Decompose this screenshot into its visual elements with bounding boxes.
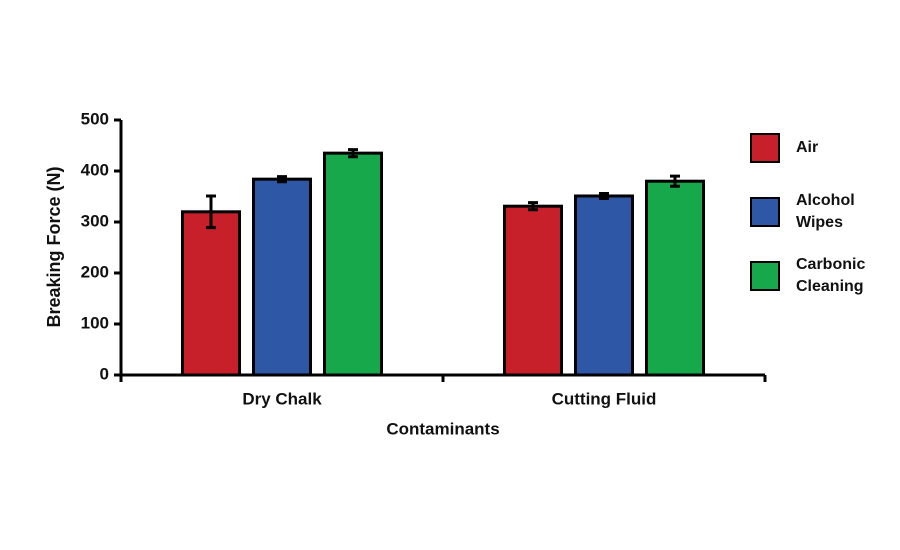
legend-label: Air: [796, 139, 819, 156]
y-tick-label: 500: [81, 109, 109, 128]
error-bar: [206, 194, 216, 230]
y-tick-label: 100: [81, 313, 109, 332]
y-tick-label: 0: [100, 364, 109, 383]
legend-item: Alcohol Wipes: [750, 192, 890, 232]
x-axis-title: Contaminants: [386, 419, 499, 438]
error-bar: [277, 175, 287, 184]
y-axis-title: Breaking Force (N): [44, 166, 64, 327]
legend-item: Air: [750, 128, 890, 168]
legend: Air Alcohol Wipes Carbonic Cleaning: [750, 128, 890, 320]
y-tick-label: 400: [81, 160, 109, 179]
x-tick-label: Cutting Fluid: [552, 389, 657, 408]
legend-swatch: [750, 133, 780, 163]
bar: [252, 177, 312, 377]
error-bar: [599, 191, 609, 201]
error-bar: [670, 174, 680, 188]
error-bar: [528, 201, 538, 212]
legend-swatch: [750, 197, 780, 227]
bar: [574, 194, 634, 377]
legend-swatch: [750, 261, 780, 291]
legend-item: Carbonic Cleaning: [750, 256, 890, 296]
y-tick-label: 200: [81, 262, 109, 281]
error-bar: [348, 148, 358, 159]
bar: [181, 210, 241, 377]
bar: [645, 179, 705, 377]
y-tick-label: 300: [81, 211, 109, 230]
bar: [503, 204, 563, 377]
bar: [323, 151, 383, 377]
legend-label: Carbonic Cleaning: [796, 256, 866, 295]
x-tick-label: Dry Chalk: [242, 389, 322, 408]
legend-label: Alcohol Wipes: [796, 192, 855, 231]
